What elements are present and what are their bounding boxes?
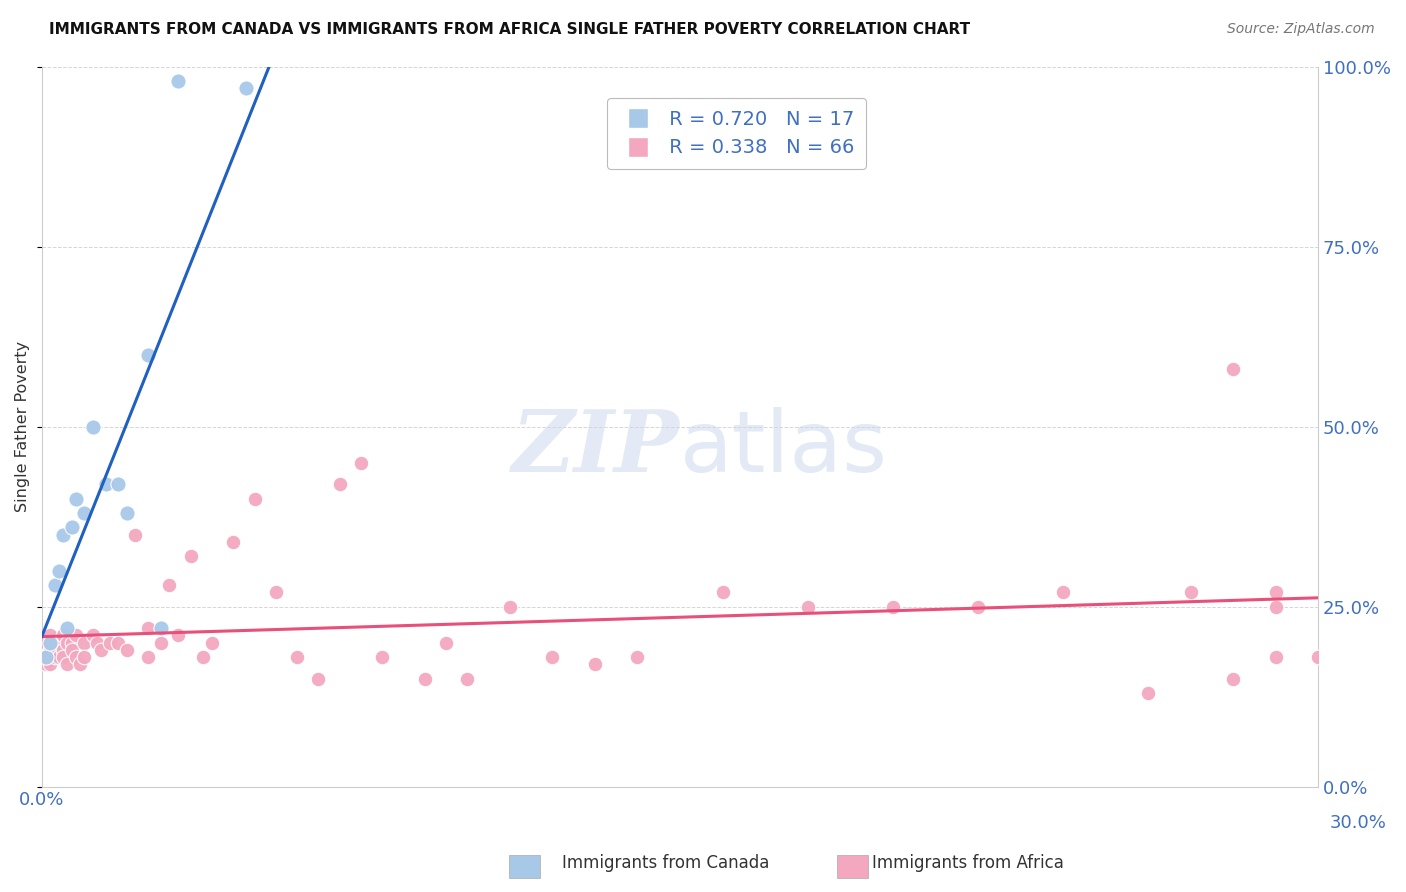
Point: [35, 650, 58, 665]
Point: [48, 564, 70, 578]
Point: [167, 628, 190, 642]
Text: IMMIGRANTS FROM CANADA VS IMMIGRANTS FROM AFRICA SINGLE FATHER POVERTY CORRELATI: IMMIGRANTS FROM CANADA VS IMMIGRANTS FRO…: [49, 22, 970, 37]
Point: [39, 642, 62, 657]
Point: [86, 635, 108, 649]
Point: [1222, 362, 1244, 376]
Point: [583, 657, 606, 672]
Point: [136, 621, 159, 635]
Point: [371, 650, 394, 665]
Point: [82, 628, 104, 642]
Point: [499, 599, 522, 614]
Point: [65, 491, 87, 506]
Point: [541, 650, 564, 665]
Point: [1264, 599, 1286, 614]
Point: [56, 635, 79, 649]
Point: [35, 657, 58, 672]
Point: [52, 527, 75, 541]
Point: [98, 635, 121, 649]
Point: [1052, 585, 1074, 599]
Point: [44, 635, 66, 649]
Point: [52, 650, 75, 665]
Point: [243, 491, 266, 506]
Point: [82, 419, 104, 434]
Point: [711, 585, 734, 599]
Y-axis label: Single Father Poverty: Single Father Poverty: [15, 341, 30, 512]
Point: [65, 628, 87, 642]
Point: [44, 642, 66, 657]
Point: [201, 635, 224, 649]
Point: [882, 599, 904, 614]
Point: [73, 506, 96, 520]
Point: [60, 635, 83, 649]
Point: [1264, 585, 1286, 599]
Point: [329, 477, 352, 491]
Point: [193, 650, 215, 665]
Point: [65, 650, 87, 665]
Point: [90, 642, 112, 657]
Point: [1308, 650, 1330, 665]
Point: [136, 348, 159, 362]
Point: [1136, 686, 1159, 700]
Point: [107, 477, 129, 491]
Text: Immigrants from Africa: Immigrants from Africa: [872, 855, 1063, 872]
Point: [60, 520, 83, 534]
Point: [69, 657, 91, 672]
Point: [48, 650, 70, 665]
Point: [159, 578, 181, 592]
Point: [115, 642, 138, 657]
Point: [35, 635, 58, 649]
Point: [456, 672, 478, 686]
Point: [124, 527, 146, 541]
Point: [56, 621, 79, 635]
Point: [39, 657, 62, 672]
Legend:  R = 0.720   N = 17,  R = 0.338   N = 66: R = 0.720 N = 17, R = 0.338 N = 66: [607, 98, 866, 169]
Point: [39, 635, 62, 649]
Point: [115, 506, 138, 520]
Point: [350, 456, 373, 470]
Point: [796, 599, 818, 614]
Point: [48, 635, 70, 649]
Point: [73, 635, 96, 649]
Point: [180, 549, 202, 564]
Point: [626, 650, 648, 665]
Point: [94, 477, 117, 491]
Point: [52, 642, 75, 657]
Point: [56, 657, 79, 672]
Point: [307, 672, 329, 686]
Text: ZIP: ZIP: [512, 407, 681, 490]
Point: [222, 534, 245, 549]
Point: [44, 578, 66, 592]
Point: [413, 672, 436, 686]
Point: [1180, 585, 1202, 599]
Point: [44, 650, 66, 665]
Point: [1222, 672, 1244, 686]
Point: [35, 650, 58, 665]
Point: [1264, 650, 1286, 665]
Point: [966, 599, 988, 614]
Point: [285, 650, 308, 665]
Point: [264, 585, 287, 599]
Point: [107, 635, 129, 649]
Point: [136, 650, 159, 665]
Text: Immigrants from Canada: Immigrants from Canada: [562, 855, 769, 872]
Point: [73, 650, 96, 665]
Text: 30.0%: 30.0%: [1329, 814, 1386, 832]
Text: Source: ZipAtlas.com: Source: ZipAtlas.com: [1227, 22, 1375, 37]
Point: [167, 74, 190, 88]
Point: [149, 621, 172, 635]
Point: [60, 642, 83, 657]
Point: [434, 635, 457, 649]
Text: atlas: atlas: [681, 407, 889, 490]
Point: [235, 81, 257, 95]
Point: [149, 635, 172, 649]
Point: [39, 628, 62, 642]
Point: [52, 628, 75, 642]
